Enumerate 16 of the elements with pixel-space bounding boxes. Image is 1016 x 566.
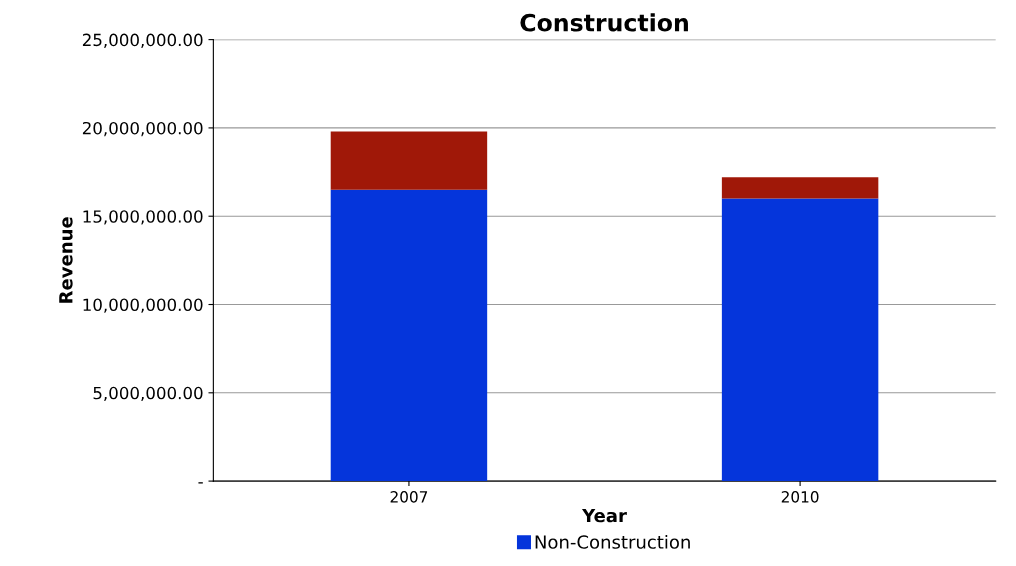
x-tick-label: 2007 xyxy=(390,491,428,503)
legend-label: Non-Construction xyxy=(535,534,690,549)
x-axis-title: Year xyxy=(581,508,627,523)
y-tick-label: 5,000,000.00 xyxy=(93,386,203,402)
y-tick-label: - xyxy=(198,482,203,484)
chart-title: Construction xyxy=(520,13,688,32)
bar xyxy=(721,198,879,482)
y-tick-label: 20,000,000.00 xyxy=(82,121,203,137)
y-axis-title: Revenue xyxy=(59,217,73,303)
bar xyxy=(330,131,488,190)
y-tick-label: 15,000,000.00 xyxy=(83,210,203,225)
x-tick-label: 2010 xyxy=(781,491,819,503)
bar xyxy=(330,189,488,482)
bar xyxy=(721,177,879,199)
y-tick-label: 10,000,000.00 xyxy=(83,298,203,313)
y-tick-label: 25,000,000.00 xyxy=(82,33,203,48)
